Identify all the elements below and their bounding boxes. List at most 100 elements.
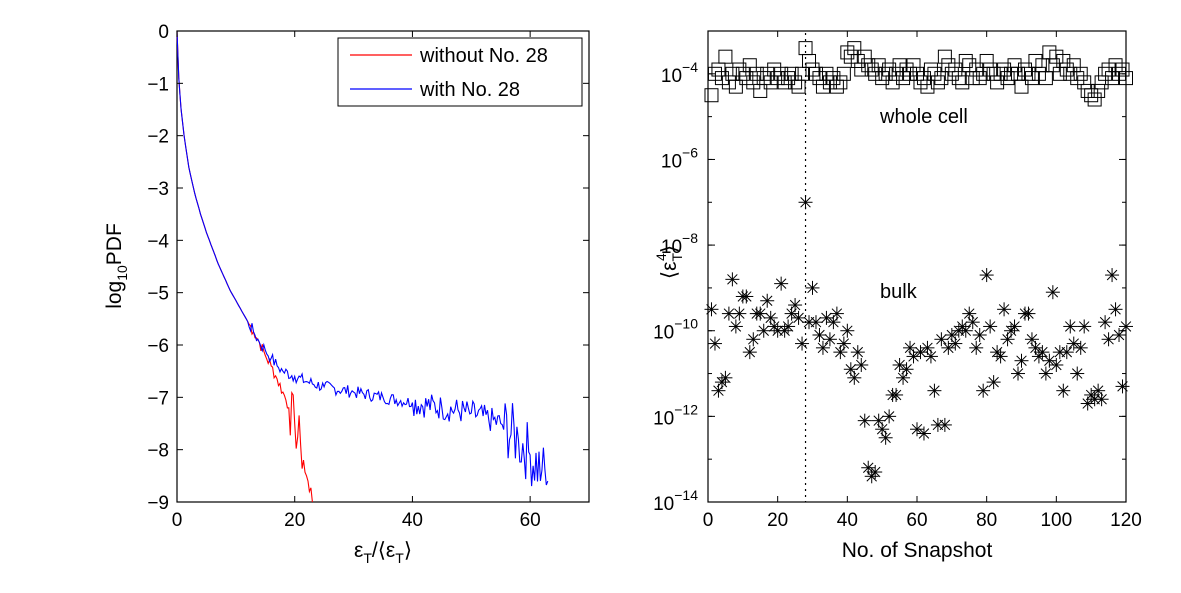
bulk-point (972, 328, 987, 343)
whole-cell-point (937, 49, 952, 64)
whole-cell-point (1073, 66, 1088, 81)
bulk-point (1011, 366, 1026, 381)
left-x-tick-label: 40 (402, 510, 423, 531)
whole-cell-point (930, 75, 945, 90)
legend-label-without: without No. 28 (419, 45, 548, 67)
left-y-tick-label: −6 (147, 336, 169, 357)
series-line-with-no-28 (176, 30, 549, 487)
right-x-tick-label: 0 (703, 510, 714, 531)
left-y-tick-label: −3 (147, 179, 169, 200)
bulk-point (795, 336, 810, 351)
right-x-tick-label: 60 (906, 510, 927, 531)
bulk-point (1049, 357, 1064, 372)
bulk-point (774, 276, 789, 291)
right-y-tick-label: 10−12 (653, 401, 698, 429)
bulk-point (1073, 340, 1088, 355)
right-panel: 0 20 40 60 80 100 120 10−4 10−6 10−8 10−10 10−12 10−… (653, 30, 1142, 562)
right-y-tick-label: 10−4 (661, 59, 698, 87)
legend-label-with: with No. 28 (419, 79, 520, 101)
right-ticks-layer: 0 20 40 60 80 100 120 10−4 10−6 10−8 10−10 10−12 10−… (653, 30, 1142, 531)
left-y-tick-label: 0 (158, 22, 169, 43)
bulk-point (854, 357, 869, 372)
bulk-point (781, 319, 796, 334)
bulk-point (882, 409, 897, 424)
bulk-point (965, 315, 980, 330)
bulk-point (1038, 366, 1053, 381)
bulk-point (906, 349, 921, 364)
bulk-point (878, 430, 893, 445)
bulk-point (1056, 383, 1071, 398)
bulk-point (836, 336, 851, 351)
left-x-tick-label: 0 (172, 510, 183, 531)
left-panel: 0 20 40 60 0 −1 −2 −3 −4 −5 −6 −7 −8 −9 without No. 2… (103, 22, 590, 566)
whole-cell-point (955, 75, 970, 90)
bulk-point (721, 306, 736, 321)
bulk-point (1108, 302, 1123, 317)
bulk-point (986, 375, 1001, 390)
bulk-point (788, 298, 803, 313)
whole-cell-point (836, 66, 851, 81)
whole-cell-point (885, 75, 900, 90)
bulk-point (1035, 345, 1050, 360)
whole-cell-point (972, 71, 987, 86)
right-x-tick-label: 120 (1110, 510, 1142, 531)
right-x-tick-label: 20 (767, 510, 788, 531)
bulk-point (976, 383, 991, 398)
left-y-tick-label: −1 (147, 74, 169, 95)
bulk-point (1007, 319, 1022, 334)
left-x-axis-label: εT/⟨εT⟩ (354, 539, 412, 566)
bulk-point (746, 332, 761, 347)
right-x-tick-label: 100 (1040, 510, 1072, 531)
bulk-point (1115, 379, 1130, 394)
bulk-point (1112, 328, 1127, 343)
bulk-point (913, 345, 928, 360)
bulk-annotation: bulk (880, 281, 918, 303)
right-y-tick-label: 10−6 (661, 144, 698, 172)
bulk-point (707, 336, 722, 351)
bulk-point (1059, 345, 1074, 360)
left-legend: without No. 28 with No. 28 (337, 37, 583, 107)
bulk-point (993, 349, 1008, 364)
bulk-point (805, 280, 820, 295)
bulk-point (847, 370, 862, 385)
whole-cell-point (1087, 92, 1102, 107)
bulk-point (1042, 353, 1057, 368)
bulk-point (916, 426, 931, 441)
bulk-point (1070, 366, 1085, 381)
left-plot-frame (176, 30, 590, 503)
bulk-point (857, 413, 872, 428)
bulk-point (850, 345, 865, 360)
right-x-axis-label: No. of Snapshot (842, 539, 993, 562)
left-x-tick-label: 60 (520, 510, 541, 531)
bulk-point (822, 332, 837, 347)
bulk-point (1094, 392, 1109, 407)
bulk-point (725, 272, 740, 287)
bulk-point (1105, 268, 1120, 283)
bulk-point (742, 345, 757, 360)
bulk-point (808, 315, 823, 330)
bulk-point (829, 306, 844, 321)
bulk-point (756, 323, 771, 338)
bulk-point (704, 302, 719, 317)
whole-cell-point (833, 75, 848, 90)
right-y-tick-label: 10−10 (653, 316, 698, 344)
bulk-point (1014, 353, 1029, 368)
bulk-point (812, 328, 827, 343)
bulk-point (979, 268, 994, 283)
bulk-point (948, 336, 963, 351)
whole-cell-point (718, 49, 733, 64)
bulk-point (791, 310, 806, 325)
whole-cell-point (906, 58, 921, 73)
bulk-point (718, 370, 733, 385)
bulk-point (937, 417, 952, 432)
bulk-point (753, 306, 768, 321)
bulk-point (997, 302, 1012, 317)
bulk-point (868, 465, 883, 480)
bulk-point (910, 422, 924, 437)
bulk-point (1063, 319, 1078, 334)
bulk-point (798, 195, 813, 210)
bulk-point (958, 323, 973, 338)
left-ticks-layer: 0 20 40 60 0 −1 −2 −3 −4 −5 −6 −7 −8 −9 (147, 22, 589, 531)
bulk-point (923, 349, 938, 364)
